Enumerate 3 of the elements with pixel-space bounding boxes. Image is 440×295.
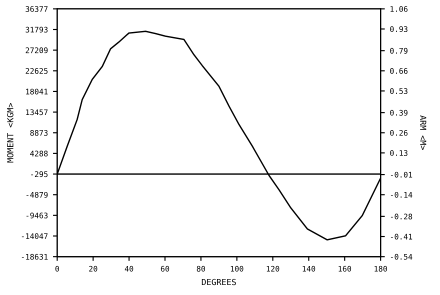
x-axis-title: DEGREES (202, 278, 236, 286)
y2-axis-title: ARM <M> (420, 115, 426, 150)
y-axis-title: MOMENT <KGM> (7, 103, 14, 162)
